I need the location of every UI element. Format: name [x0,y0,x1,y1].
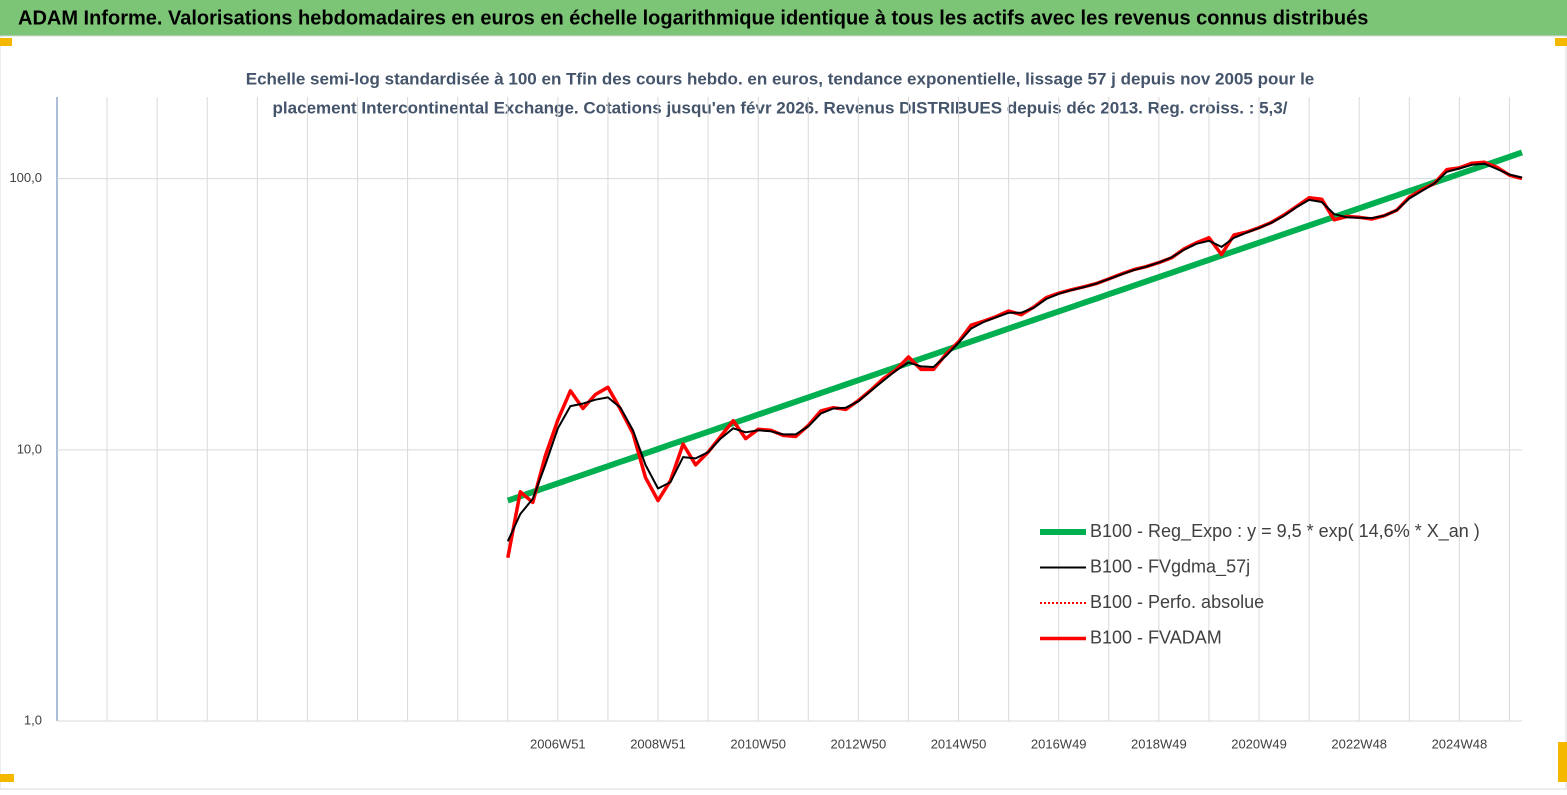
legend-label: B100 - Reg_Expo : y = 9,5 * exp( 14,6% *… [1090,521,1480,542]
y-tick-label: 1,0 [24,712,42,727]
chart-subtitle: Echelle semi-log standardisée à 100 en T… [246,69,1315,88]
x-tick-label: 2012W50 [831,736,887,751]
chart-title: ADAM Informe. Valorisations hebdomadaire… [18,7,1368,29]
chart-subtitle: placement Intercontinental Exchange. Cot… [273,98,1288,117]
x-tick-label: 2014W50 [931,736,987,751]
x-tick-label: 2010W50 [730,736,786,751]
x-tick-label: 2018W49 [1131,736,1187,751]
x-tick-label: 2016W49 [1031,736,1087,751]
x-tick-label: 2024W48 [1432,736,1488,751]
series-line [506,160,1523,559]
legend-label: B100 - Perfo. absolue [1090,592,1264,612]
x-tick-label: 2022W48 [1331,736,1387,751]
corner [0,38,12,46]
series-line [506,162,1523,542]
series-line [506,149,1523,504]
y-tick-label: 10,0 [17,441,42,456]
legend-label: B100 - FVgdma_57j [1090,556,1250,577]
y-tick-label: 100,0 [9,170,42,185]
header-band [0,0,1567,36]
corner [1558,742,1567,782]
x-tick-label: 2020W49 [1231,736,1287,751]
x-tick-label: 2008W51 [630,736,686,751]
corner [1555,38,1567,46]
corner [0,774,14,782]
x-tick-label: 2006W51 [530,736,586,751]
frame [0,35,1567,790]
legend-label: B100 - FVADAM [1090,627,1222,647]
